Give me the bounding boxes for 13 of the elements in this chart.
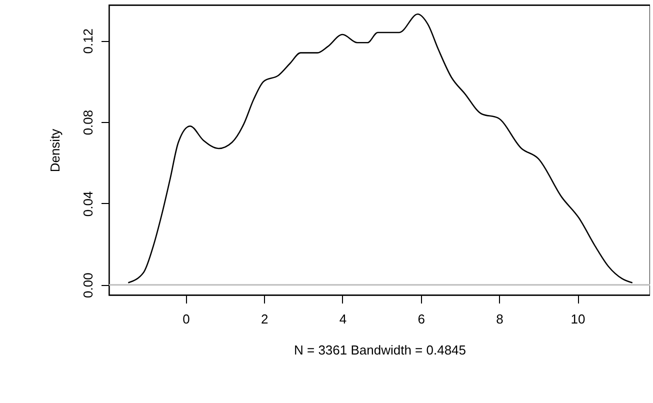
y-tick-label: 0.12 [80, 28, 96, 54]
x-tick-label: 6 [418, 312, 425, 326]
y-tick-label: 0.00 [80, 272, 96, 298]
x-tick-label: 2 [261, 312, 268, 326]
x-tick-label: 0 [182, 312, 190, 326]
y-tick-label: 0.08 [80, 110, 96, 136]
x-tick-label: 8 [496, 312, 504, 326]
y-axis-title: Density [48, 128, 62, 172]
x-tick-label: 10 [570, 312, 586, 326]
line-series [128, 14, 634, 284]
y-tick-label: 0.04 [80, 191, 96, 217]
x-tick-label: 4 [339, 312, 347, 326]
x-axis-title: N = 3361 Bandwidth = 0.4845 [294, 342, 466, 358]
